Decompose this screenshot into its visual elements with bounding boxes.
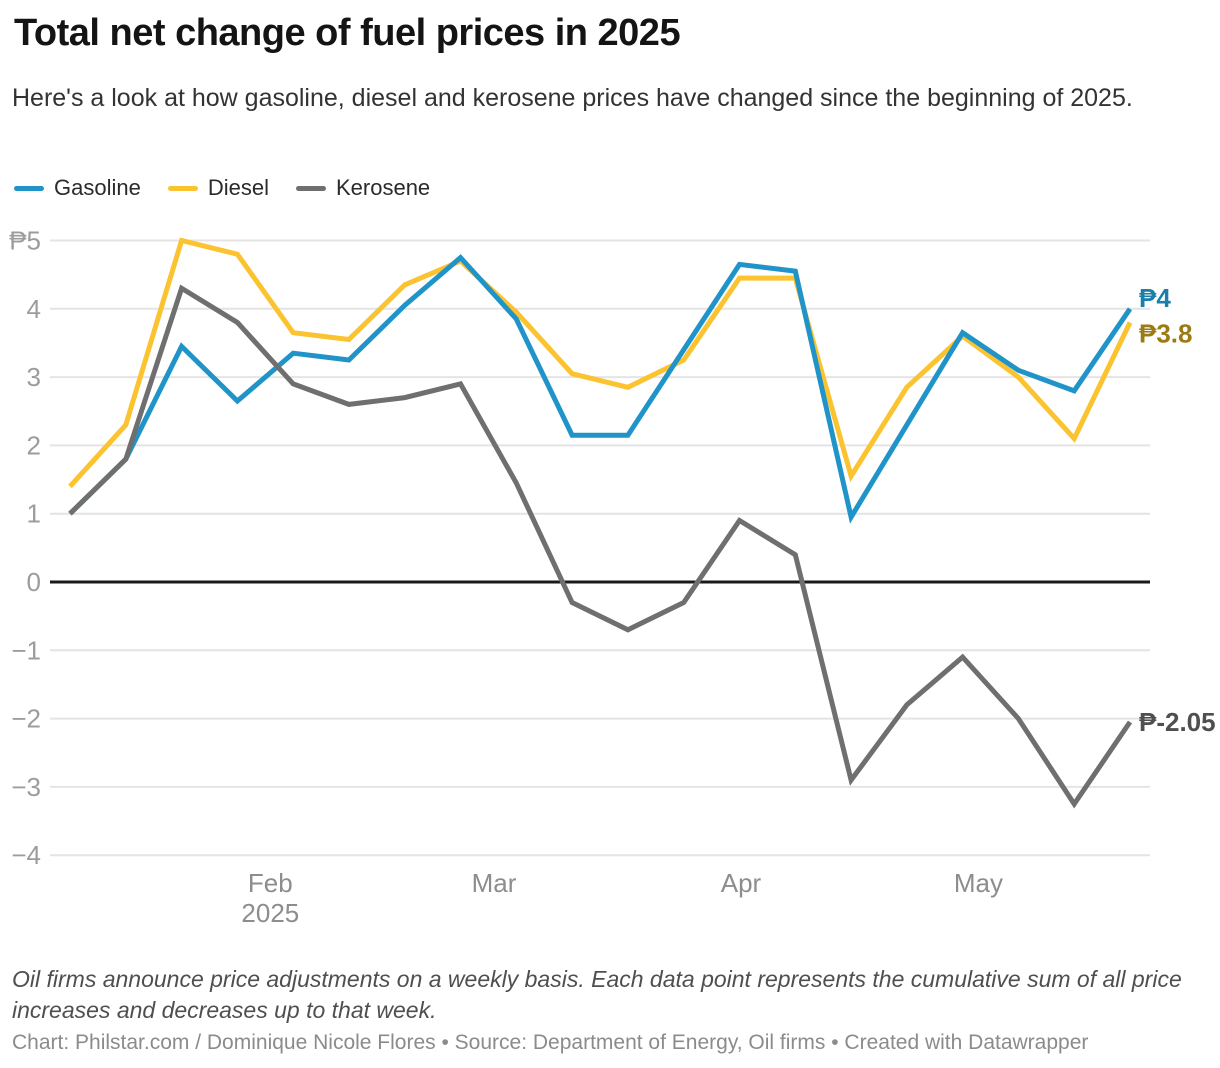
legend-label-gasoline: Gasoline <box>54 175 141 200</box>
chart-legend: Gasoline Diesel Kerosene <box>14 175 430 201</box>
line-diesel[interactable] <box>68 237 1133 489</box>
legend-item-kerosene[interactable]: Kerosene <box>295 175 431 201</box>
y-axis-tick-label: −2 <box>11 704 41 734</box>
x-axis-month-label: Apr <box>721 868 762 898</box>
chart-subtitle: Here's a look at how gasoline, diesel an… <box>12 84 1133 112</box>
end-label-diesel: ₱3.8 <box>1139 318 1193 348</box>
x-axis-month-label: Mar <box>472 868 517 898</box>
y-axis-tick-label: 4 <box>27 294 41 324</box>
gasoline-line-swatch <box>14 185 44 191</box>
y-axis-tick-label: 0 <box>27 567 41 597</box>
legend-item-gasoline[interactable]: Gasoline <box>14 175 141 201</box>
y-axis-tick-label: 2 <box>27 430 41 460</box>
x-axis-year-label: 2025 <box>241 898 299 928</box>
x-axis-month-label: Feb <box>248 868 293 898</box>
chart-footnote: Oil firms announce price adjustments on … <box>12 966 1182 1024</box>
y-axis-tick-label: −4 <box>11 840 41 870</box>
page-title: Total net change of fuel prices in 2025 <box>14 12 681 54</box>
legend-label-diesel: Diesel <box>207 175 269 200</box>
diesel-line-swatch <box>167 185 198 191</box>
legend-label-kerosene: Kerosene <box>335 175 431 200</box>
kerosene-line-swatch <box>295 185 326 191</box>
y-axis-tick-label: −1 <box>11 635 41 665</box>
legend-item-diesel[interactable]: Diesel <box>167 175 269 201</box>
line-kerosene[interactable] <box>68 284 1133 809</box>
chart-credit: Chart: Philstar.com / Dominique Nicole F… <box>12 1031 1089 1054</box>
line-gasoline[interactable] <box>68 254 1133 524</box>
y-axis-tick-label: ₱5 <box>9 226 41 256</box>
x-axis-month-label: May <box>954 868 1003 898</box>
end-label-gasoline: ₱4 <box>1139 283 1171 313</box>
end-label-kerosene: ₱-2.05 <box>1139 707 1216 737</box>
y-axis-tick-label: 1 <box>27 499 41 529</box>
y-axis-tick-label: 3 <box>27 362 41 392</box>
y-axis-tick-label: −3 <box>11 772 41 802</box>
